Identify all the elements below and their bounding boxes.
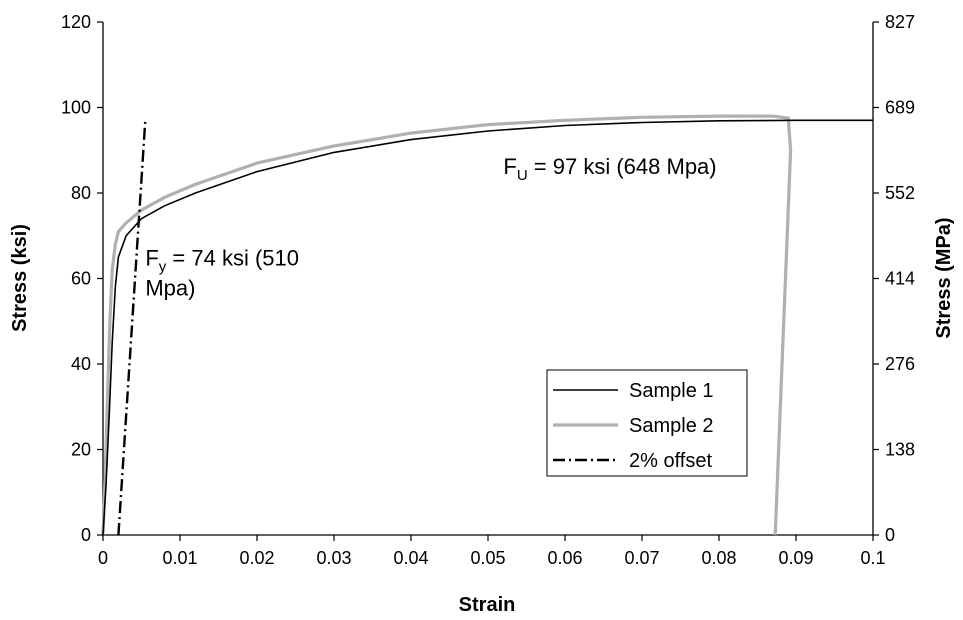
- x-tick-label: 0.02: [239, 548, 274, 568]
- plot-area: [102, 22, 874, 536]
- annotation-label: Fy = 74 ksi (510: [145, 246, 299, 276]
- series-line-sample-2: [101, 114, 793, 536]
- x-axis-title: Strain: [459, 594, 516, 616]
- series-line-2-offset: [117, 120, 147, 536]
- x-tick-label: 0.09: [778, 548, 813, 568]
- legend-label-2pct-offset: 2% offset: [629, 450, 712, 472]
- y-tick-label: 120: [61, 12, 91, 32]
- annotation-label: Mpa): [145, 276, 195, 301]
- x-tick-label: 0.05: [470, 548, 505, 568]
- y2-axis-title: Stress (MPa): [933, 217, 955, 338]
- legend: Sample 1 Sample 2 2% offset: [546, 369, 748, 477]
- y2-tick-label: 138: [885, 440, 915, 460]
- legend-label-sample-1: Sample 1: [629, 380, 714, 402]
- legend-box: [546, 369, 748, 477]
- x-tick-label: 0.03: [316, 548, 351, 568]
- annotations: FU = 97 ksi (648 Mpa) Fy = 74 ksi (510Mpa…: [145, 154, 716, 301]
- y-axis-left: 0 20 40 60 80 100 120: [61, 12, 103, 545]
- y-tick-label: 0: [81, 525, 91, 545]
- y2-tick-label: 414: [885, 269, 915, 289]
- y2-tick-label: 552: [885, 183, 915, 203]
- x-tick-label: 0: [98, 548, 108, 568]
- y2-tick-label: 689: [885, 98, 915, 118]
- x-axis: 0 0.01 0.02 0.03 0.04 0.05 0.06 0.07 0.08 0.09 0.1: [98, 535, 886, 568]
- y-axis-title: Stress (ksi): [9, 224, 31, 332]
- y-tick-label: 40: [71, 354, 91, 374]
- y-tick-label: 80: [71, 183, 91, 203]
- y2-tick-label: 827: [885, 12, 915, 32]
- x-tick-label: 0.01: [162, 548, 197, 568]
- y2-tick-label: 276: [885, 354, 915, 374]
- x-tick-label: 0.07: [624, 548, 659, 568]
- x-tick-label: 0.04: [393, 548, 428, 568]
- y-tick-label: 60: [71, 269, 91, 289]
- series-layer: [101, 114, 873, 536]
- series-line-sample-1: [102, 119, 873, 536]
- x-tick-label: 0.08: [701, 548, 736, 568]
- legend-label-sample-2: Sample 2: [629, 415, 714, 437]
- x-tick-label: 0.1: [860, 548, 885, 568]
- y-tick-label: 20: [71, 440, 91, 460]
- y-axis-right: 0 138 276 414 552 689 827: [873, 12, 915, 545]
- y2-tick-label: 0: [885, 525, 895, 545]
- annotation-label: FU = 97 ksi (648 Mpa): [503, 154, 716, 184]
- x-tick-label: 0.06: [547, 548, 582, 568]
- y-tick-label: 100: [61, 98, 91, 118]
